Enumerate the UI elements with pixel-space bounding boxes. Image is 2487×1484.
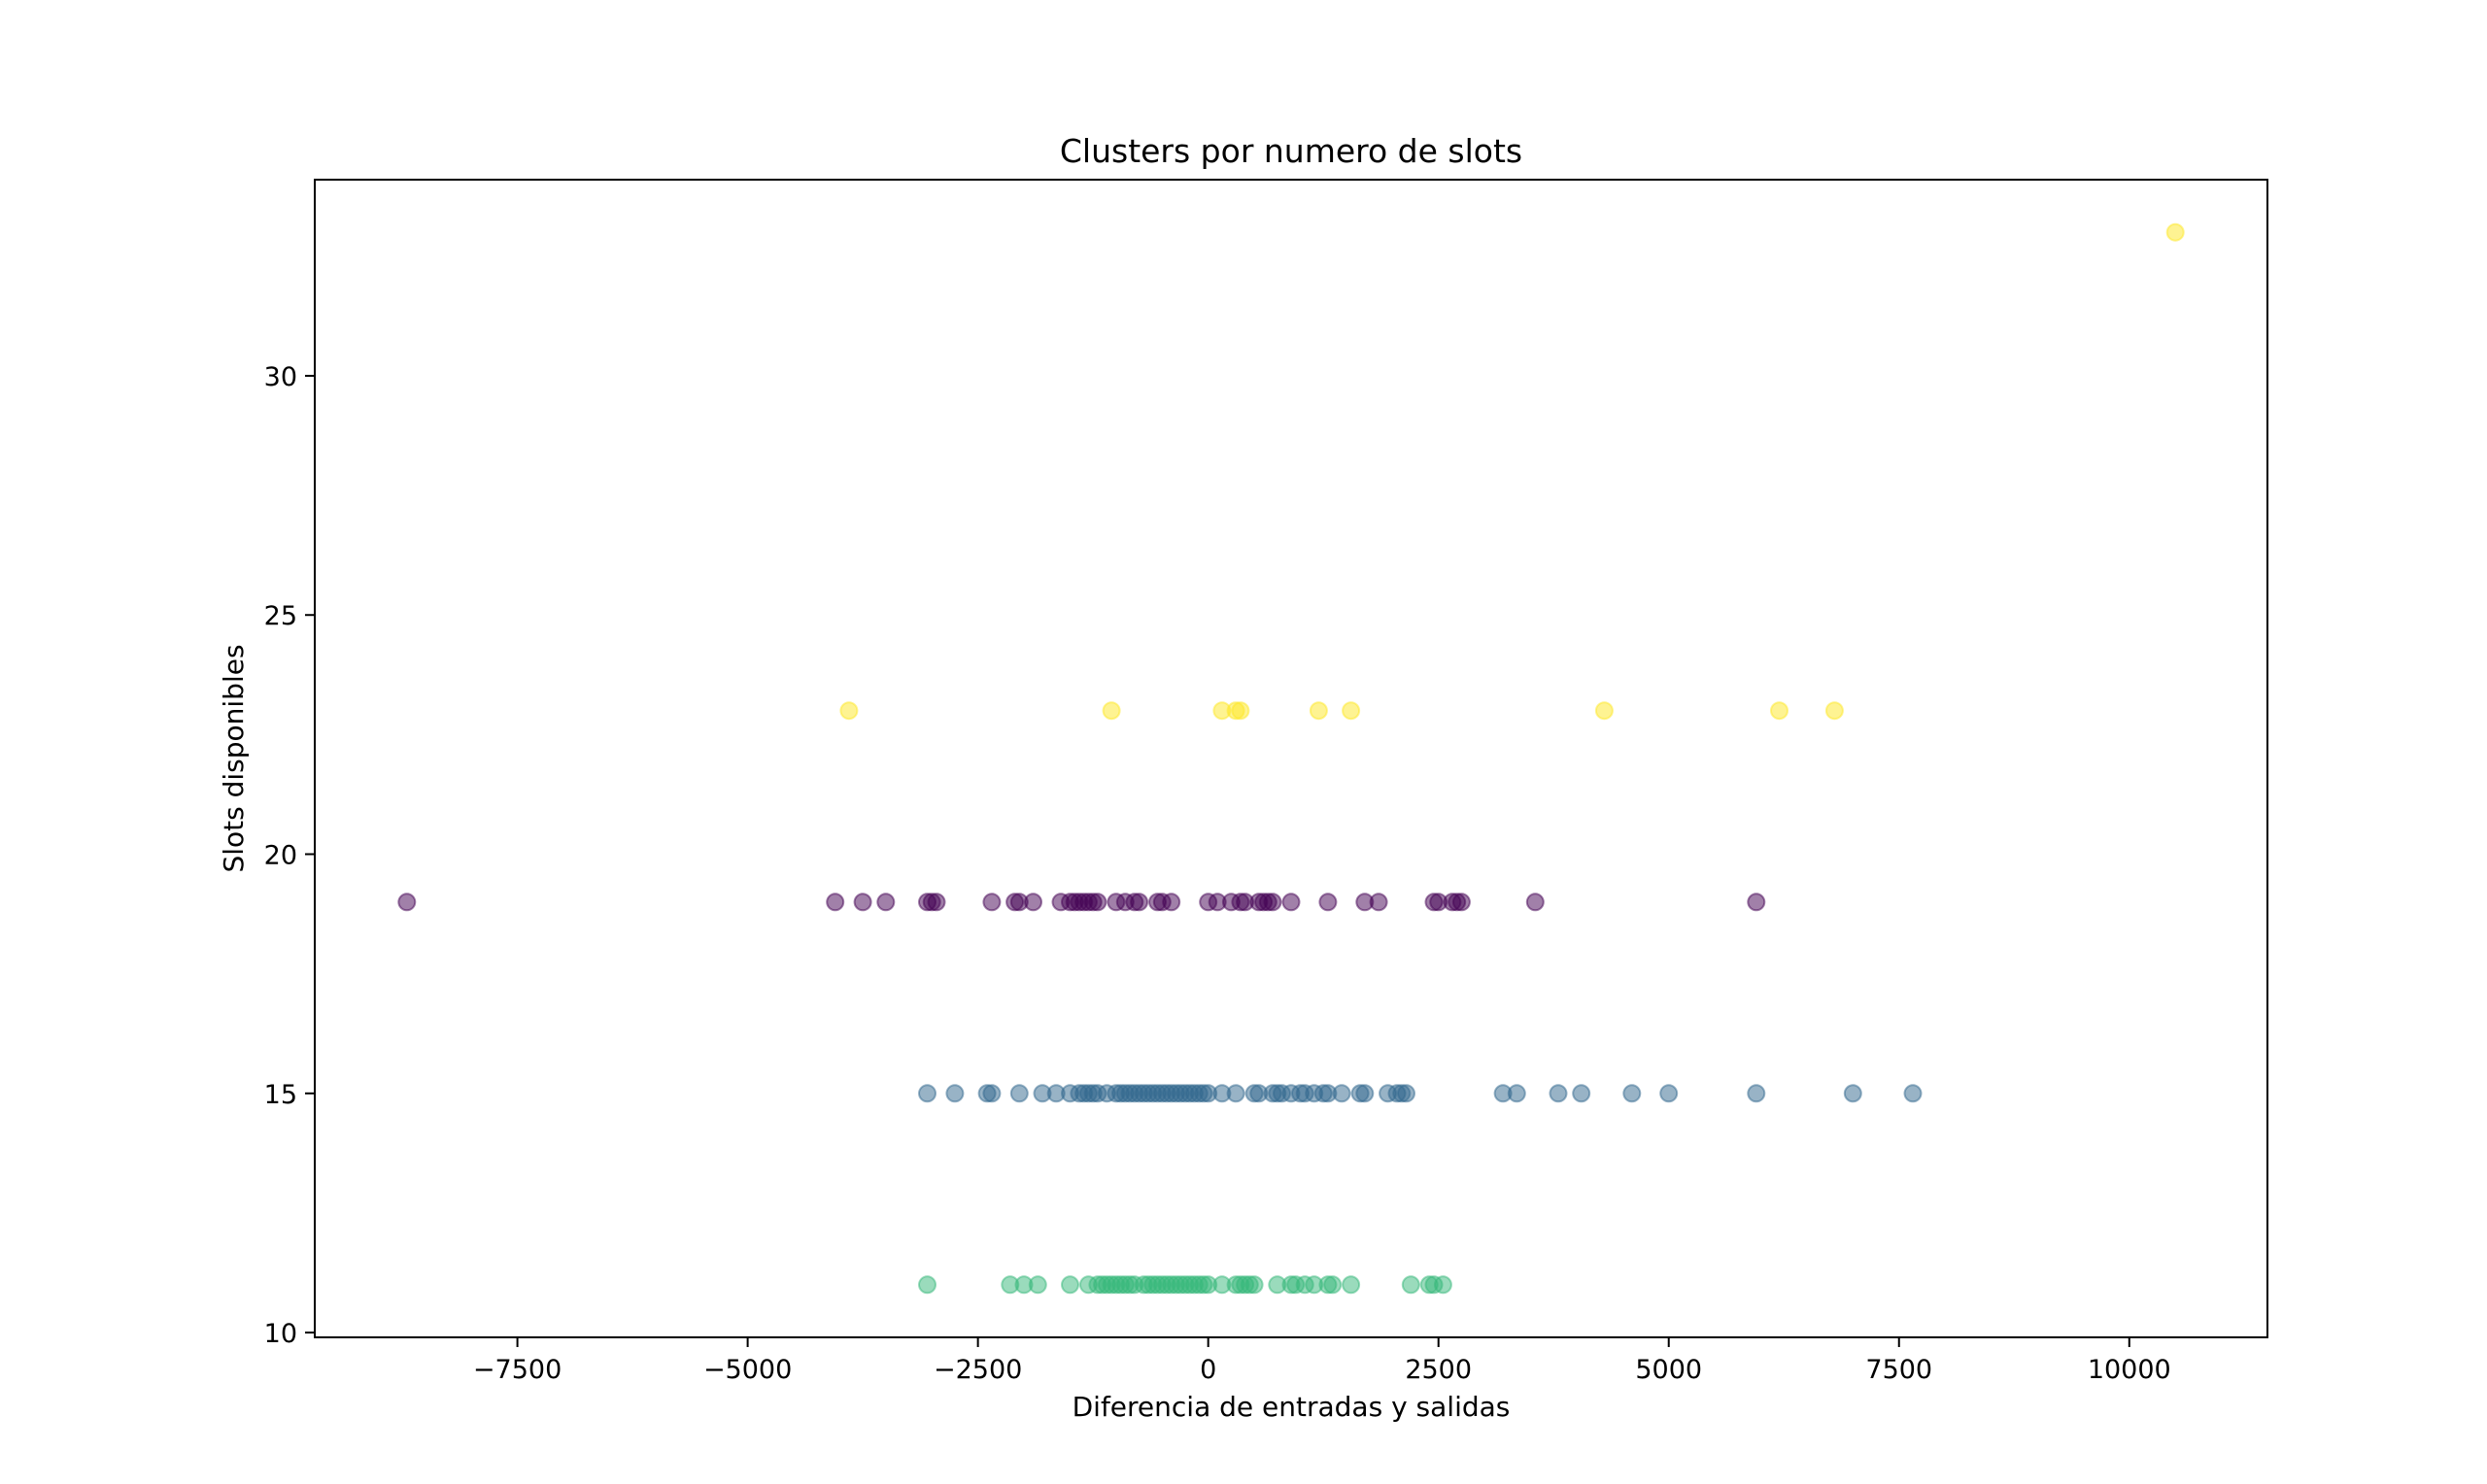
scatter-point [1525,893,1545,912]
scatter-point [2165,222,2185,242]
scatter-point [1061,1275,1079,1295]
scatter-point [1281,893,1301,912]
scatter-point [1028,1275,1047,1295]
scatter-point [853,893,872,912]
scatter-point [1088,893,1107,912]
x-tick-label: −2500 [934,1355,1022,1385]
scatter-point [945,1084,965,1103]
scatter-point [1572,1084,1591,1103]
x-tick-label: −7500 [473,1355,562,1385]
scatter-point [918,1084,937,1103]
scatter-point [397,893,417,912]
scatter-point [1507,1084,1526,1103]
scatter-point [1162,893,1181,912]
scatter-point [982,893,1002,912]
scatter-point [927,893,946,912]
x-tick-label: 5000 [1635,1355,1702,1385]
scatter-point [1323,1275,1343,1295]
scatter-point [1355,1084,1375,1103]
scatter-point [982,1084,1002,1103]
y-tick-label: 25 [264,601,297,631]
scatter-point [1659,1084,1679,1103]
scatter-point [1369,893,1388,912]
x-tick-label: 7500 [1865,1355,1932,1385]
y-tick-label: 20 [264,841,297,871]
scatter-point [839,701,859,721]
x-tick-label: 2500 [1405,1355,1472,1385]
x-tick-label: 0 [1200,1355,1216,1385]
y-tick-label: 30 [264,362,297,392]
scatter-point [1549,1084,1568,1103]
scatter-points [397,222,2185,1295]
scatter-point [1770,701,1789,721]
scatter-point [1747,893,1766,912]
scatter-point [1397,1084,1415,1103]
scatter-point [1824,701,1844,721]
y-axis-ticks: 10 15 20 25 30 [264,362,315,1349]
scatter-point [1451,893,1471,912]
scatter-point [1903,1084,1923,1103]
scatter-point [1263,893,1282,912]
y-axis-label: Slots disponibles [218,644,250,872]
scatter-point [1622,1084,1642,1103]
scatter-point [1401,1275,1420,1295]
scatter-point [1747,1084,1766,1103]
plot-area-frame [314,179,2268,1338]
scatter-point [1102,701,1121,721]
scatter-point [1024,893,1042,912]
scatter-point [1309,701,1328,721]
scatter-point [1130,893,1149,912]
y-tick-label: 15 [264,1080,297,1110]
y-tick-label: 10 [264,1319,297,1349]
scatter-point [1318,893,1338,912]
x-axis-label: Diferencia de entradas y salidas [1073,1391,1511,1423]
chart-title: Clusters por numero de slots [1060,132,1522,170]
scatter-point [918,1275,937,1295]
scatter-point [1244,1275,1264,1295]
scatter-point [1332,1084,1351,1103]
scatter-point [1843,1084,1862,1103]
scatter-point [876,893,896,912]
scatter-point [1342,701,1361,721]
x-axis-ticks: −7500 −5000 −2500 0 2500 5000 7500 10000 [473,1337,2171,1385]
scatter-point [1594,701,1614,721]
scatter-point [1433,1275,1452,1295]
scatter-point [826,893,845,912]
scatter-point [1226,1084,1245,1103]
scatter-point [1342,1275,1361,1295]
x-tick-label: −5000 [703,1355,792,1385]
x-tick-label: 10000 [2088,1355,2171,1385]
scatter-point [1231,701,1250,721]
scatter-point [1009,1084,1029,1103]
